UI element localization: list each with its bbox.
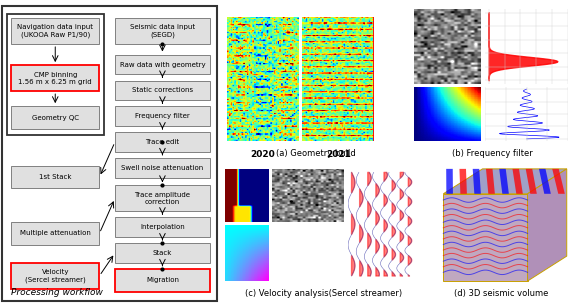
FancyBboxPatch shape [115, 81, 210, 100]
Polygon shape [539, 169, 551, 194]
Polygon shape [473, 169, 481, 194]
Text: (c) Velocity analysis(Sercel streamer): (c) Velocity analysis(Sercel streamer) [246, 289, 402, 298]
Text: Seismic data input
(SEGD): Seismic data input (SEGD) [130, 24, 195, 38]
Text: Static corrections: Static corrections [132, 88, 193, 93]
Text: (a) Geometry build: (a) Geometry build [276, 149, 355, 158]
Polygon shape [486, 169, 495, 194]
FancyBboxPatch shape [11, 222, 99, 245]
Text: 2021: 2021 [326, 150, 351, 159]
FancyBboxPatch shape [115, 158, 210, 178]
Polygon shape [499, 169, 509, 194]
FancyBboxPatch shape [11, 106, 99, 129]
Text: Frequency filter: Frequency filter [135, 113, 190, 119]
Text: Multiple attenuation: Multiple attenuation [20, 230, 91, 236]
Text: Trace edit: Trace edit [145, 139, 180, 145]
FancyBboxPatch shape [115, 55, 210, 74]
Polygon shape [513, 169, 523, 194]
FancyBboxPatch shape [115, 132, 210, 152]
Text: Stack: Stack [153, 250, 172, 256]
Polygon shape [552, 169, 565, 194]
Polygon shape [528, 169, 567, 281]
Text: Migration: Migration [146, 278, 179, 283]
FancyBboxPatch shape [115, 269, 210, 292]
Text: Interpolation: Interpolation [140, 224, 185, 230]
FancyBboxPatch shape [11, 18, 99, 44]
Text: Velocity
(Sercel streamer): Velocity (Sercel streamer) [25, 269, 86, 283]
Text: Navigation data input
(UKOOA Raw P1/90): Navigation data input (UKOOA Raw P1/90) [17, 24, 93, 38]
FancyBboxPatch shape [11, 65, 99, 91]
Text: CMP binning
1.56 m x 6.25 m grid: CMP binning 1.56 m x 6.25 m grid [18, 72, 92, 85]
FancyBboxPatch shape [115, 185, 210, 211]
Polygon shape [459, 169, 467, 194]
Text: 1st Stack: 1st Stack [39, 174, 72, 180]
Text: (d) 3D seismic volume: (d) 3D seismic volume [454, 289, 549, 298]
FancyBboxPatch shape [11, 263, 99, 289]
Text: Raw data with geometry: Raw data with geometry [119, 62, 205, 67]
FancyBboxPatch shape [2, 6, 216, 301]
Polygon shape [443, 194, 528, 281]
Text: 2020: 2020 [250, 150, 275, 159]
FancyBboxPatch shape [11, 166, 99, 188]
Text: Swell noise attenuation: Swell noise attenuation [121, 165, 204, 171]
Text: Processing workflow: Processing workflow [11, 288, 103, 297]
Polygon shape [443, 169, 567, 194]
FancyBboxPatch shape [115, 18, 210, 44]
FancyBboxPatch shape [115, 106, 210, 126]
Text: (b) Frequency filter: (b) Frequency filter [452, 149, 533, 158]
Polygon shape [526, 169, 537, 194]
FancyBboxPatch shape [115, 217, 210, 237]
Text: Trace amplitude
correction: Trace amplitude correction [134, 192, 191, 205]
Text: Geometry QC: Geometry QC [32, 115, 79, 121]
Polygon shape [446, 169, 453, 194]
FancyBboxPatch shape [115, 243, 210, 263]
